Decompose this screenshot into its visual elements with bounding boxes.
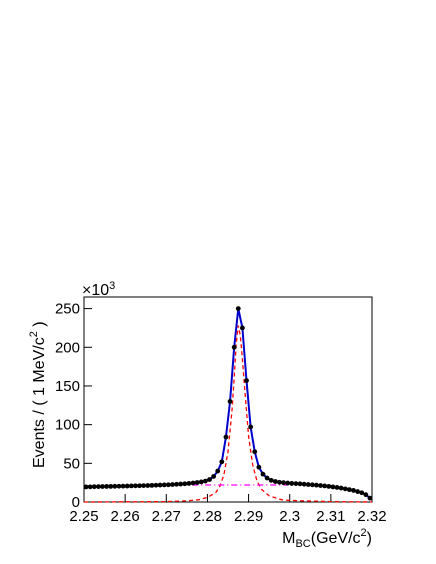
data-point [108, 483, 114, 489]
y-tick-label: 100 [55, 417, 80, 434]
data-point [351, 487, 356, 493]
data-point [363, 492, 369, 498]
data-point [198, 479, 204, 485]
y-tick-label: 0 [72, 494, 80, 511]
data-point [227, 399, 233, 404]
data-point [178, 481, 184, 487]
data-point [104, 484, 110, 489]
data-point [285, 480, 291, 486]
data-point [149, 482, 155, 488]
data-point [277, 479, 282, 485]
data-point [256, 464, 262, 470]
data-point [202, 478, 208, 484]
data-point [346, 487, 352, 493]
data-point [215, 468, 221, 474]
data-point [157, 482, 163, 488]
data-point [87, 484, 93, 490]
data-point [260, 471, 266, 477]
data-point [116, 483, 122, 489]
data-point [133, 483, 138, 489]
data-point [359, 490, 365, 496]
data-point [223, 434, 229, 440]
data-point [252, 449, 258, 455]
data-point [182, 481, 188, 487]
data-point [248, 424, 254, 430]
data-point [186, 481, 192, 486]
data-point [161, 482, 167, 488]
data-point [330, 484, 336, 490]
data-point [367, 495, 373, 501]
x-tick-label: 2.26 [111, 508, 140, 525]
y-tick-label: 50 [63, 455, 80, 472]
data-point [322, 483, 328, 489]
data-point [297, 481, 303, 487]
data-point [301, 481, 307, 487]
data-point [145, 483, 151, 488]
data-point [268, 477, 274, 483]
plot-frame [83, 296, 373, 503]
x-tick-label: 2.27 [152, 508, 181, 525]
data-point [305, 482, 311, 487]
data-point [153, 482, 159, 488]
data-point [91, 484, 97, 490]
data-point [244, 378, 249, 383]
y-multiplier: ×103 [82, 280, 115, 299]
data-point [219, 459, 225, 465]
data-point [174, 481, 179, 487]
data-point [100, 484, 105, 489]
data-point [137, 483, 142, 489]
data-point [83, 484, 89, 490]
x-tick-label: 2.31 [316, 508, 345, 525]
y-tick-label: 250 [55, 301, 80, 318]
data-point [207, 477, 212, 482]
x-tick-label: 2.3 [279, 508, 300, 525]
data-point [293, 481, 299, 486]
x-tick-label: 2.32 [357, 508, 386, 525]
data-point [309, 482, 315, 488]
data-point [128, 483, 134, 489]
data-point [190, 480, 196, 486]
data-point [235, 306, 241, 312]
data-point [124, 483, 130, 489]
data-point [342, 486, 348, 492]
curve [86, 308, 371, 499]
data-point [334, 485, 340, 490]
data-point [264, 475, 270, 481]
x-tick-label: 2.25 [69, 508, 98, 525]
data-point [96, 484, 101, 490]
data-point [120, 483, 126, 489]
data-point [194, 480, 200, 485]
x-tick-label: 2.28 [193, 508, 222, 525]
data-point [338, 485, 344, 491]
data-point [170, 482, 175, 487]
y-tick-label: 200 [55, 339, 80, 356]
y-tick-label: 150 [55, 378, 80, 395]
x-axis-label: MBC(GeV/c2) [282, 527, 372, 550]
data-point [211, 474, 217, 479]
data-point [314, 482, 319, 488]
y-axis-label: Events / ( 1 MeV/c2 ) [28, 321, 48, 468]
data-point [240, 325, 245, 331]
x-tick-label: 2.29 [234, 508, 263, 525]
data-point [231, 344, 237, 350]
data-point [272, 479, 278, 484]
data-point [141, 483, 147, 488]
data-point [281, 480, 286, 486]
data-point [165, 482, 171, 488]
data-point [318, 483, 323, 488]
data-point [355, 489, 360, 494]
data-point [112, 483, 118, 489]
data-point [326, 483, 332, 489]
data-point [289, 481, 295, 486]
curve [83, 325, 373, 503]
